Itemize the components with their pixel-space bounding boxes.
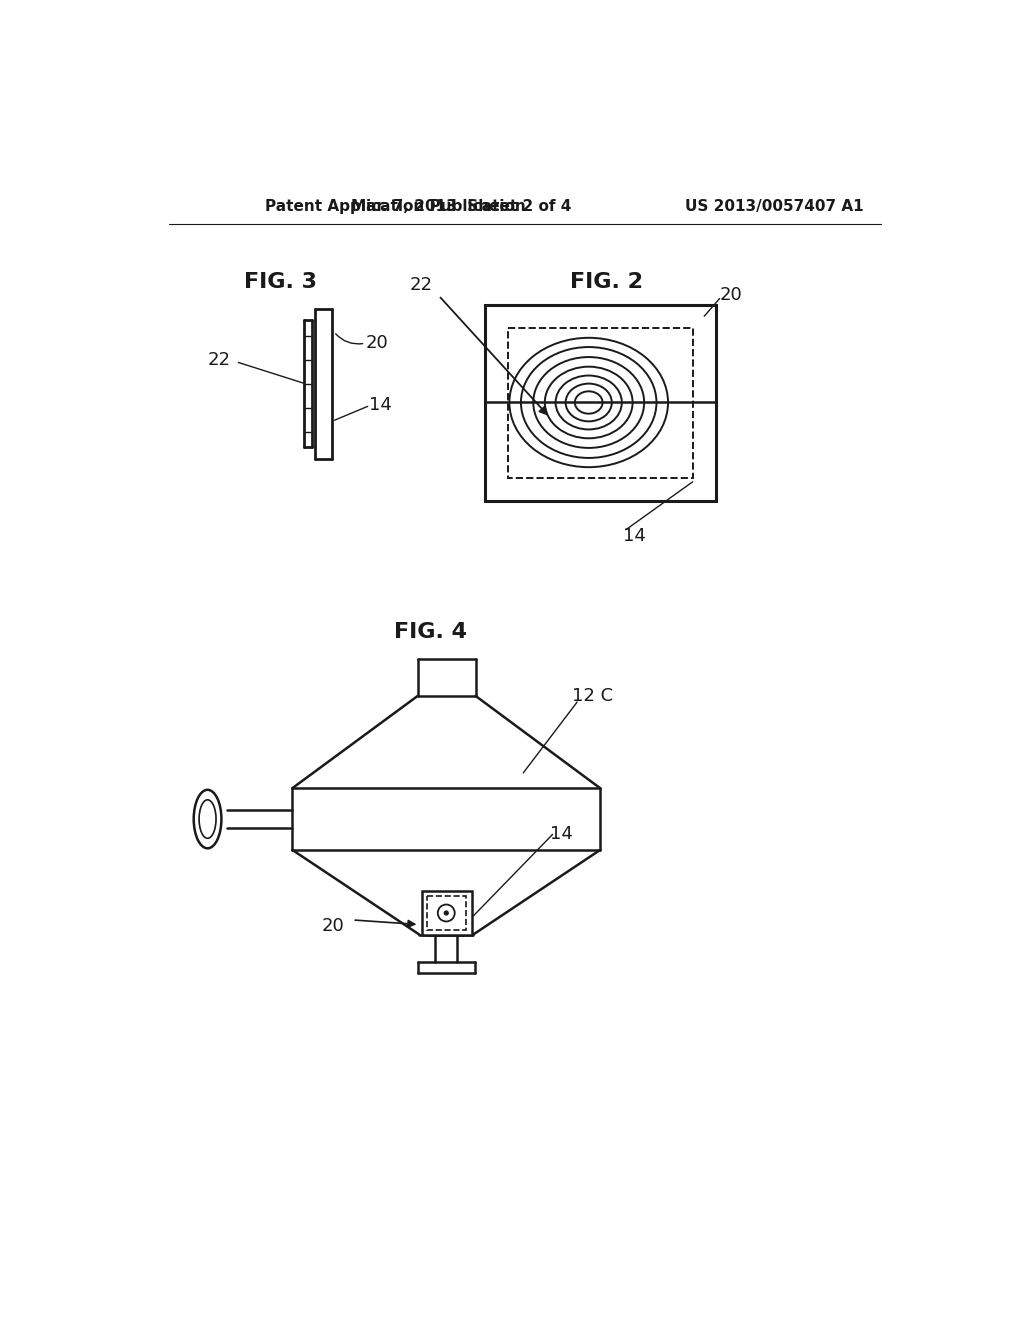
Text: 20: 20 (366, 334, 388, 352)
Text: FIG. 4: FIG. 4 (394, 622, 467, 642)
Bar (508, 327, 692, 478)
Text: 22: 22 (208, 351, 230, 370)
Text: 20: 20 (720, 286, 742, 305)
Ellipse shape (438, 904, 455, 921)
Ellipse shape (194, 789, 221, 849)
Text: Patent Application Publication: Patent Application Publication (265, 199, 526, 214)
Text: 12 C: 12 C (572, 686, 613, 705)
Text: 22: 22 (411, 276, 433, 294)
Text: FIG. 2: FIG. 2 (570, 272, 643, 292)
Text: FIG. 3: FIG. 3 (244, 272, 317, 292)
Text: 14: 14 (550, 825, 573, 843)
Bar (484, 305, 716, 502)
Text: 14: 14 (370, 396, 392, 413)
Ellipse shape (199, 800, 216, 838)
Text: Mar. 7, 2013  Sheet 2 of 4: Mar. 7, 2013 Sheet 2 of 4 (351, 199, 571, 214)
Bar (427, 896, 466, 929)
Text: US 2013/0057407 A1: US 2013/0057407 A1 (685, 199, 863, 214)
Circle shape (444, 911, 449, 915)
Bar (422, 891, 472, 936)
Text: 14: 14 (624, 527, 646, 545)
Text: 20: 20 (322, 917, 344, 935)
